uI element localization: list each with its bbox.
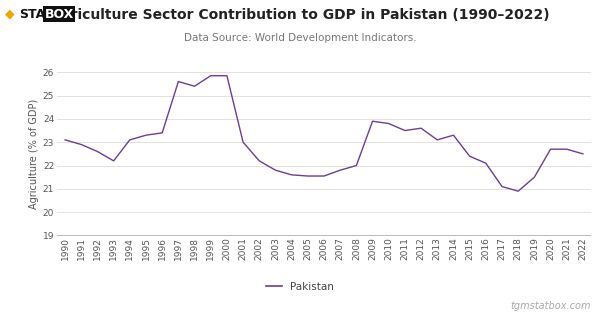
Text: ◆: ◆ — [5, 8, 14, 21]
Text: BOX: BOX — [44, 8, 74, 21]
Text: Data Source: World Development Indicators.: Data Source: World Development Indicator… — [184, 33, 416, 43]
Y-axis label: Agriculture (% of GDP): Agriculture (% of GDP) — [29, 99, 38, 209]
Text: Agriculture Sector Contribution to GDP in Pakistan (1990–2022): Agriculture Sector Contribution to GDP i… — [50, 8, 550, 22]
Text: tgmstatbox.com: tgmstatbox.com — [511, 301, 591, 311]
Text: STAT: STAT — [19, 8, 53, 21]
Legend: Pakistan: Pakistan — [262, 278, 338, 296]
